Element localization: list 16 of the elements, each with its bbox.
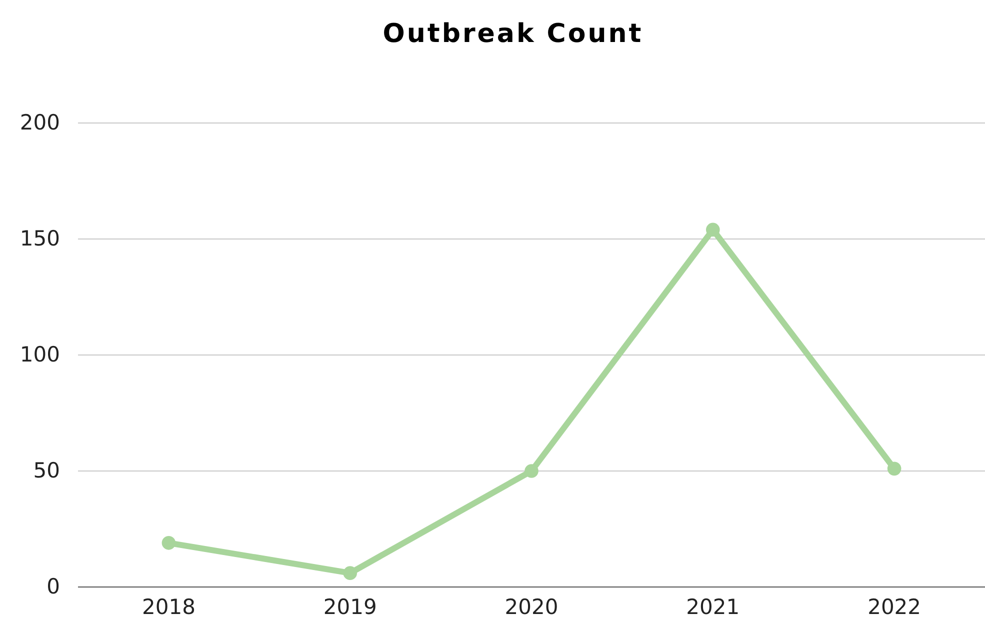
x-tick-label: 2021 bbox=[686, 594, 740, 619]
point bbox=[343, 566, 358, 580]
y-tick-label: 100 bbox=[20, 342, 60, 367]
point bbox=[524, 464, 538, 478]
x-tick-label: 2019 bbox=[323, 594, 377, 619]
chart-title: Outbreak Count bbox=[382, 19, 644, 49]
point bbox=[706, 222, 720, 237]
point bbox=[887, 462, 902, 476]
y-tick-label: 150 bbox=[20, 226, 60, 251]
y-tick-label: 200 bbox=[20, 110, 60, 135]
point bbox=[162, 536, 176, 550]
y-tick-label: 50 bbox=[33, 458, 60, 483]
x-tick-label: 2020 bbox=[504, 594, 558, 619]
x-tick-label: 2018 bbox=[142, 594, 196, 619]
x-tick-label: 2022 bbox=[868, 594, 922, 619]
y-tick-label: 0 bbox=[46, 574, 60, 599]
